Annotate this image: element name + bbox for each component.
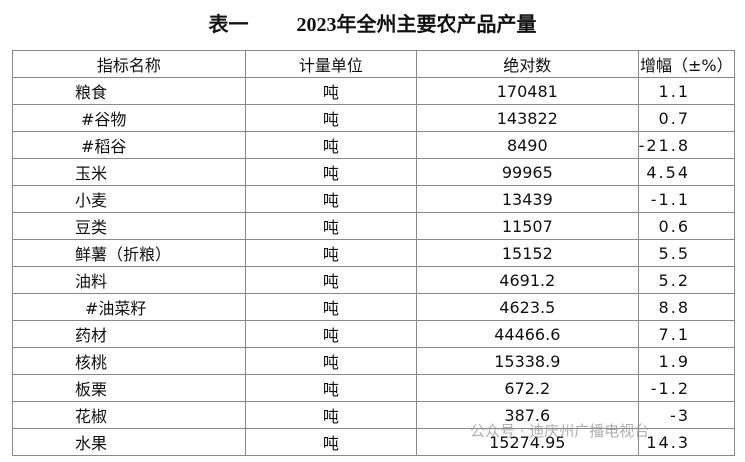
table-cell: 44466.6 <box>416 320 639 348</box>
table-cell: 0.6 <box>637 212 736 240</box>
table-cell: 吨 <box>244 347 418 375</box>
table-cell: 1.1 <box>637 77 736 105</box>
table-cell: 核桃 <box>12 347 246 375</box>
table-row: 粮食吨 170481 1.1 <box>12 77 736 105</box>
table-cell: 5.2 <box>637 266 736 294</box>
title-label: 表一 <box>208 14 249 36</box>
table-row: #油菜籽吨 4623.5 8.8 <box>12 293 736 321</box>
table-cell: 吨 <box>244 185 418 213</box>
table-cell: 小麦 <box>12 185 246 213</box>
table-cell: 吨 <box>244 239 418 267</box>
table-cell: 11507 <box>416 212 639 240</box>
table-cell: 8490 <box>416 131 639 159</box>
table-row: 核桃吨 15338.9 1.9 <box>12 347 736 375</box>
title: 表一 2023年全州主要农产品产量 <box>0 8 745 37</box>
watermark: 公众号 · 迪庆州广播电视台 <box>470 422 650 440</box>
table-cell: 吨 <box>244 401 418 429</box>
table-cell: -21.8 <box>637 131 736 159</box>
table-body: 粮食吨 170481 1.1 #谷物吨 143822 0.7 #稻谷吨 8490 -21.8 玉米… <box>12 77 736 456</box>
table-cell: 13439 <box>416 185 639 213</box>
column-header: 绝对数 <box>416 50 639 78</box>
table-cell: 吨 <box>244 212 418 240</box>
column-header: 指标名称 <box>12 50 246 78</box>
data-table: 指标名称 计量单位 绝对数 增幅（±%） 粮食吨 170481 1.1 #谷物吨 143822 0… <box>12 50 736 456</box>
column-header: 增幅（±%） <box>637 50 736 78</box>
table-row: 玉米吨 99965 4.54 <box>12 158 736 186</box>
column-header: 计量单位 <box>244 50 418 78</box>
table-cell: 4623.5 <box>416 293 639 321</box>
table-row: 豆类吨 11507 0.6 <box>12 212 736 240</box>
table-cell: 143822 <box>416 104 639 132</box>
header-row: 指标名称 计量单位 绝对数 增幅（±%） <box>12 50 736 78</box>
table-cell: 吨 <box>244 374 418 402</box>
table-cell: 8.8 <box>637 293 736 321</box>
table-cell: 鲜薯（折粮） <box>12 239 246 267</box>
table-cell: 0.7 <box>637 104 736 132</box>
table-cell: 15274.95 <box>416 428 639 456</box>
table-cell: 7.1 <box>637 320 736 348</box>
table-row: 板栗吨 672.2 -1.2 <box>12 374 736 402</box>
table-head: 指标名称 计量单位 绝对数 增幅（±%） <box>12 50 736 78</box>
table-cell: 5.5 <box>637 239 736 267</box>
table-cell: 672.2 <box>416 374 639 402</box>
table-cell: 吨 <box>244 320 418 348</box>
table-row: #谷物吨 143822 0.7 <box>12 104 736 132</box>
table-row: 药材吨 44466.6 7.1 <box>12 320 736 348</box>
table-cell: 1.9 <box>637 347 736 375</box>
table-cell: 吨 <box>244 293 418 321</box>
table-cell: 豆类 <box>12 212 246 240</box>
table-cell: 4.54 <box>637 158 736 186</box>
table-cell: #稻谷 <box>12 131 246 159</box>
table-cell: 水果 <box>12 428 246 456</box>
table-cell: 吨 <box>244 266 418 294</box>
table-cell: 吨 <box>244 158 418 186</box>
table-row: 小麦吨 13439 -1.1 <box>12 185 736 213</box>
table-cell: 吨 <box>244 77 418 105</box>
table-cell: 药材 <box>12 320 246 348</box>
table-cell: 板栗 <box>12 374 246 402</box>
table-cell: 14.3 <box>637 428 736 456</box>
table-cell: 99965 <box>416 158 639 186</box>
table-cell: -1.1 <box>637 185 736 213</box>
table-row: 水果吨 15274.95 14.3 <box>12 428 736 456</box>
table-cell: -1.2 <box>637 374 736 402</box>
table-cell: 花椒 <box>12 401 246 429</box>
table-cell: 粮食 <box>12 77 246 105</box>
table-cell: 4691.2 <box>416 266 639 294</box>
table-cell: 170481 <box>416 77 639 105</box>
table-cell: 15338.9 <box>416 347 639 375</box>
table-row: 油料吨 4691.2 5.2 <box>12 266 736 294</box>
title-text: 2023年全州主要农产品产量 <box>296 14 537 36</box>
table-row: #稻谷吨 8490 -21.8 <box>12 131 736 159</box>
table-cell: #谷物 <box>12 104 246 132</box>
table-cell: #油菜籽 <box>12 293 246 321</box>
table-cell: 油料 <box>12 266 246 294</box>
table-cell: 吨 <box>244 428 418 456</box>
table-row: 花椒吨 387.6 -3 <box>12 401 736 429</box>
table-cell: 吨 <box>244 131 418 159</box>
table-cell: -3 <box>637 401 736 429</box>
table-cell: 玉米 <box>12 158 246 186</box>
table-cell: 吨 <box>244 104 418 132</box>
table-row: 鲜薯（折粮）吨 15152 5.5 <box>12 239 736 267</box>
table-cell: 15152 <box>416 239 639 267</box>
